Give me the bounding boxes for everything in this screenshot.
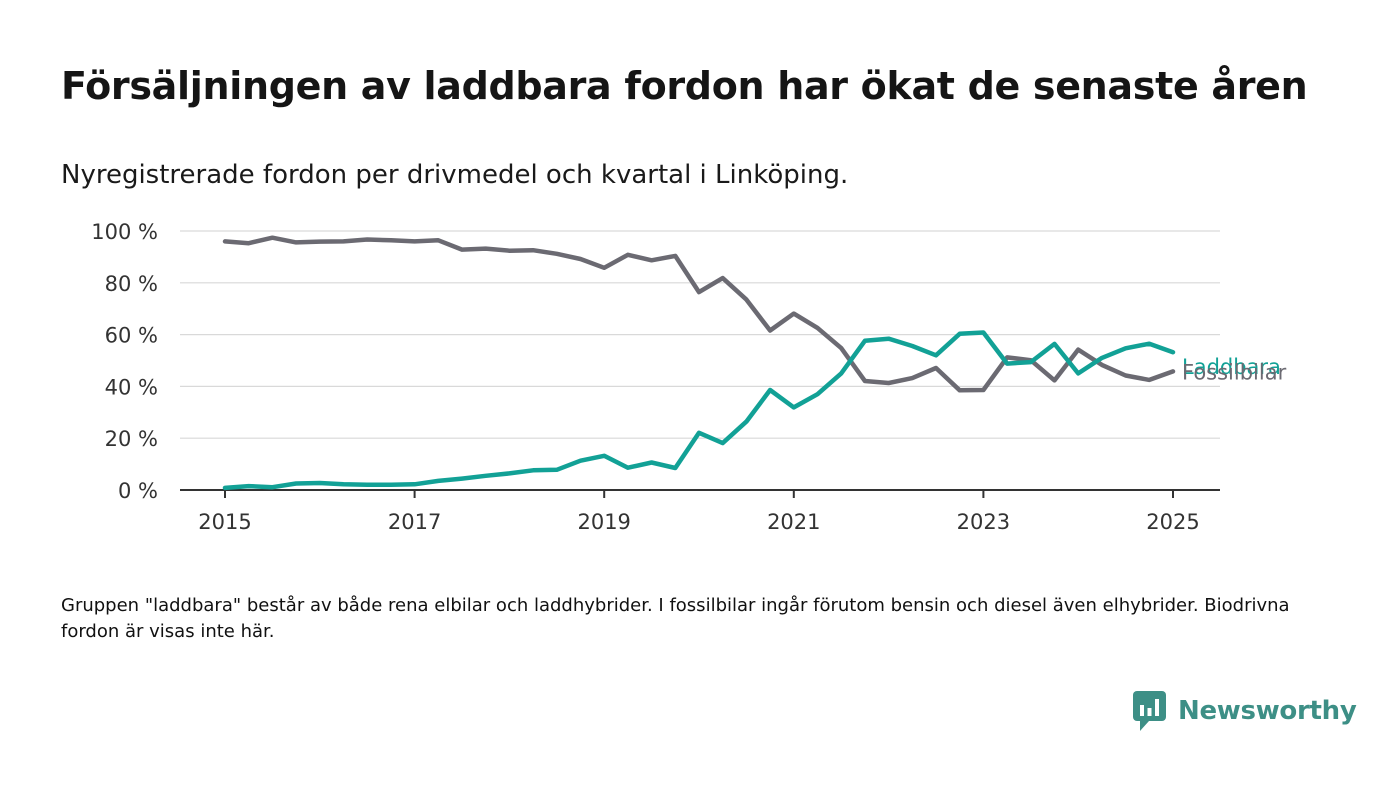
brand-logo[interactable]: Newsworthy [1132, 690, 1357, 732]
series-line-fossilbilar [222, 235, 1176, 393]
x-tick-label: 2021 [767, 510, 820, 534]
x-tick-label: 2019 [577, 510, 630, 534]
y-tick-label: 0 % [118, 479, 158, 503]
x-tick-label: 2017 [388, 510, 441, 534]
y-tick-label: 40 % [105, 375, 158, 399]
chart-subtitle: Nyregistrerade fordon per drivmedel och … [61, 160, 849, 190]
series-label-fossilbilar: Fossilbilar [1182, 360, 1287, 384]
x-tick-label: 2015 [198, 510, 251, 534]
series-label-laddbara: Laddbara [1182, 355, 1281, 379]
x-tick-label: 2023 [957, 510, 1010, 534]
x-tick-label: 2025 [1146, 510, 1199, 534]
bar-chart-speech-bubble-icon [1133, 691, 1166, 731]
brand-name: Newsworthy [1178, 696, 1357, 726]
x-axis-tick-labels: 2015 2017 2019 2021 2023 2025 [198, 490, 1200, 534]
gridlines [180, 230, 1220, 491]
series-lines [222, 235, 1176, 491]
y-tick-label: 100 % [91, 220, 158, 244]
line-chart: 0 % 20 % 40 % 60 % 80 % 100 % 2015 2017 2019 202… [91, 220, 1287, 534]
y-tick-label: 80 % [105, 272, 158, 296]
y-tick-label: 20 % [105, 427, 158, 451]
series-line-laddbara [222, 330, 1176, 491]
y-axis-tick-labels: 0 % 20 % 40 % 60 % 80 % 100 % [91, 220, 158, 503]
footnote: Gruppen "laddbara" består av både rena e… [61, 595, 1290, 642]
y-tick-label: 60 % [105, 324, 158, 348]
chart-title: Försäljningen av laddbara fordon har öka… [61, 64, 1308, 108]
